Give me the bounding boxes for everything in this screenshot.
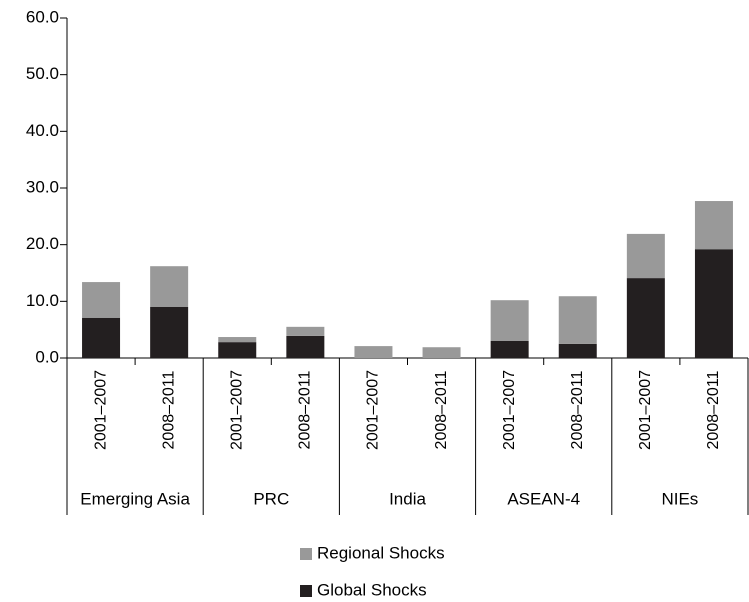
bar-segment [150, 266, 189, 307]
bar-segment [218, 342, 257, 358]
bar-segment [218, 337, 257, 343]
legend-swatch [300, 548, 312, 560]
group-label: ASEAN-4 [507, 489, 580, 508]
legend-label: Regional Shocks [317, 543, 445, 562]
bar-segment [694, 201, 733, 250]
bar-segment [490, 300, 529, 341]
x-tick-label: 2008–2011 [569, 370, 586, 449]
bar-segment [82, 282, 121, 318]
x-tick-label: 2001–2007 [501, 370, 518, 450]
x-tick-label: 2001–2007 [637, 370, 654, 450]
x-tick-label: 2001–2007 [228, 370, 245, 450]
bar-segment [558, 296, 597, 344]
bar-segment [82, 317, 121, 358]
bar-segment [694, 249, 733, 358]
bar-segment [626, 233, 665, 279]
x-tick-label: 2008–2011 [433, 370, 450, 449]
bar-segment [286, 326, 325, 336]
y-tick-label: 60.0 [26, 7, 59, 26]
group-label: PRC [253, 489, 289, 508]
y-tick-label: 10.0 [26, 291, 59, 310]
x-tick-label: 2008–2011 [160, 370, 177, 449]
bar-segment [490, 341, 529, 358]
x-tick-label: 2001–2007 [365, 370, 382, 450]
y-tick-label: 30.0 [26, 177, 59, 196]
bar-segment [626, 278, 665, 358]
y-tick-label: 0.0 [35, 347, 59, 366]
x-tick-label: 2008–2011 [705, 370, 722, 449]
group-label: NIEs [661, 489, 698, 508]
x-tick-label: 2001–2007 [92, 370, 109, 450]
y-tick-label: 50.0 [26, 64, 59, 83]
group-label: India [389, 489, 426, 508]
x-tick-label: 2008–2011 [297, 370, 314, 449]
bar-segment [286, 335, 325, 358]
legend-swatch [300, 585, 312, 597]
bar-segment [558, 343, 597, 358]
bar-segment [150, 307, 189, 358]
legend-label: Global Shocks [317, 580, 427, 599]
bar-segment [354, 346, 393, 358]
group-label: Emerging Asia [80, 489, 190, 508]
y-tick-label: 20.0 [26, 234, 59, 253]
bar-segment [422, 347, 461, 358]
y-tick-label: 40.0 [26, 121, 59, 140]
